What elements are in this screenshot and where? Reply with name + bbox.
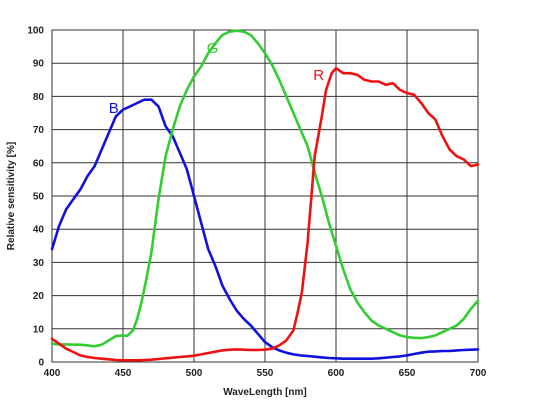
series-label-r: R [313,67,324,84]
y-axis-title: Relative sensitivity [%] [6,142,17,250]
series-label-g: G [207,40,219,57]
y-tick-label: 0 [38,358,44,369]
series-label-b: B [109,100,119,117]
y-tick-label: 60 [33,158,45,169]
series-line-b [50,98,480,360]
x-tick-label: 600 [328,368,345,379]
y-tick-label: 50 [33,192,45,203]
y-tick-label: 70 [33,125,45,136]
y-tick-label: 40 [33,225,45,236]
x-tick-label: 450 [115,368,132,379]
x-tick-label: 650 [399,368,416,379]
gridlines [51,29,479,363]
series-line-r [50,66,480,362]
y-tick-label: 30 [33,258,45,269]
y-tick-label: 90 [33,59,45,70]
x-tick-label: 400 [44,368,61,379]
tick-labels: 400 450 500 550 600 650 700 0 10 20 30 40 50 60 70 80 90… [27,26,486,380]
y-tick-label: 10 [33,324,45,335]
x-tick-label: 700 [470,368,487,379]
series-lines: B G R [50,29,480,362]
series-line-g [50,29,480,348]
y-tick-label: 100 [27,26,44,37]
y-tick-label: 20 [33,291,45,302]
x-tick-label: 500 [186,368,203,379]
x-axis-title: WaveLength [nm] [223,387,307,398]
y-tick-label: 80 [33,92,45,103]
x-tick-label: 550 [257,368,274,379]
